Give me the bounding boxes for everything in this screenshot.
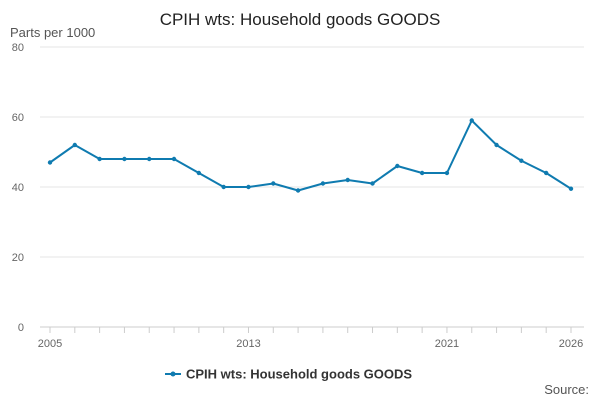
data-point[interactable] <box>469 118 474 123</box>
data-point[interactable] <box>246 184 251 190</box>
legend-label[interactable]: CPIH wts: Household goods GOODS <box>186 367 412 382</box>
data-point[interactable] <box>419 170 425 176</box>
y-tick-label: 60 <box>12 112 24 124</box>
legend-swatch-marker <box>170 371 176 377</box>
source-label: Source: <box>544 382 589 397</box>
data-point[interactable] <box>147 156 152 162</box>
data-point[interactable] <box>370 181 375 186</box>
x-tick-label: 2021 <box>435 338 459 350</box>
x-tick-label: 2013 <box>236 338 260 350</box>
data-point[interactable] <box>295 188 301 193</box>
data-point[interactable] <box>494 142 499 148</box>
data-point[interactable] <box>221 184 226 190</box>
data-point[interactable] <box>395 163 400 169</box>
chart-title: CPIH wts: Household goods GOODS <box>160 10 441 29</box>
data-point[interactable] <box>196 170 202 176</box>
series-line <box>49 119 572 192</box>
x-tick-label: 2026 <box>559 338 583 350</box>
data-point[interactable] <box>72 142 78 148</box>
grid-lines: 0 20 40 60 80 <box>12 42 584 334</box>
data-point[interactable] <box>568 186 574 191</box>
data-point[interactable] <box>171 156 177 162</box>
y-axis-label: Parts per 1000 <box>10 25 95 40</box>
data-point[interactable] <box>320 181 326 186</box>
data-point[interactable] <box>345 177 350 183</box>
data-point[interactable] <box>519 158 524 163</box>
y-tick-label: 0 <box>18 322 24 334</box>
data-point[interactable] <box>543 170 549 176</box>
data-point[interactable] <box>122 156 127 162</box>
data-point[interactable] <box>444 170 450 176</box>
legend[interactable]: CPIH wts: Household goods GOODS <box>165 367 412 382</box>
y-tick-label: 80 <box>12 42 24 54</box>
series-group <box>47 118 574 193</box>
y-tick-label: 40 <box>12 182 24 194</box>
x-axis: 2005 2013 2021 2026 <box>38 327 583 350</box>
y-tick-label: 20 <box>12 252 24 264</box>
data-point[interactable] <box>271 181 276 186</box>
data-point[interactable] <box>47 160 53 165</box>
data-point[interactable] <box>97 156 102 162</box>
x-tick-label: 2005 <box>38 338 62 350</box>
